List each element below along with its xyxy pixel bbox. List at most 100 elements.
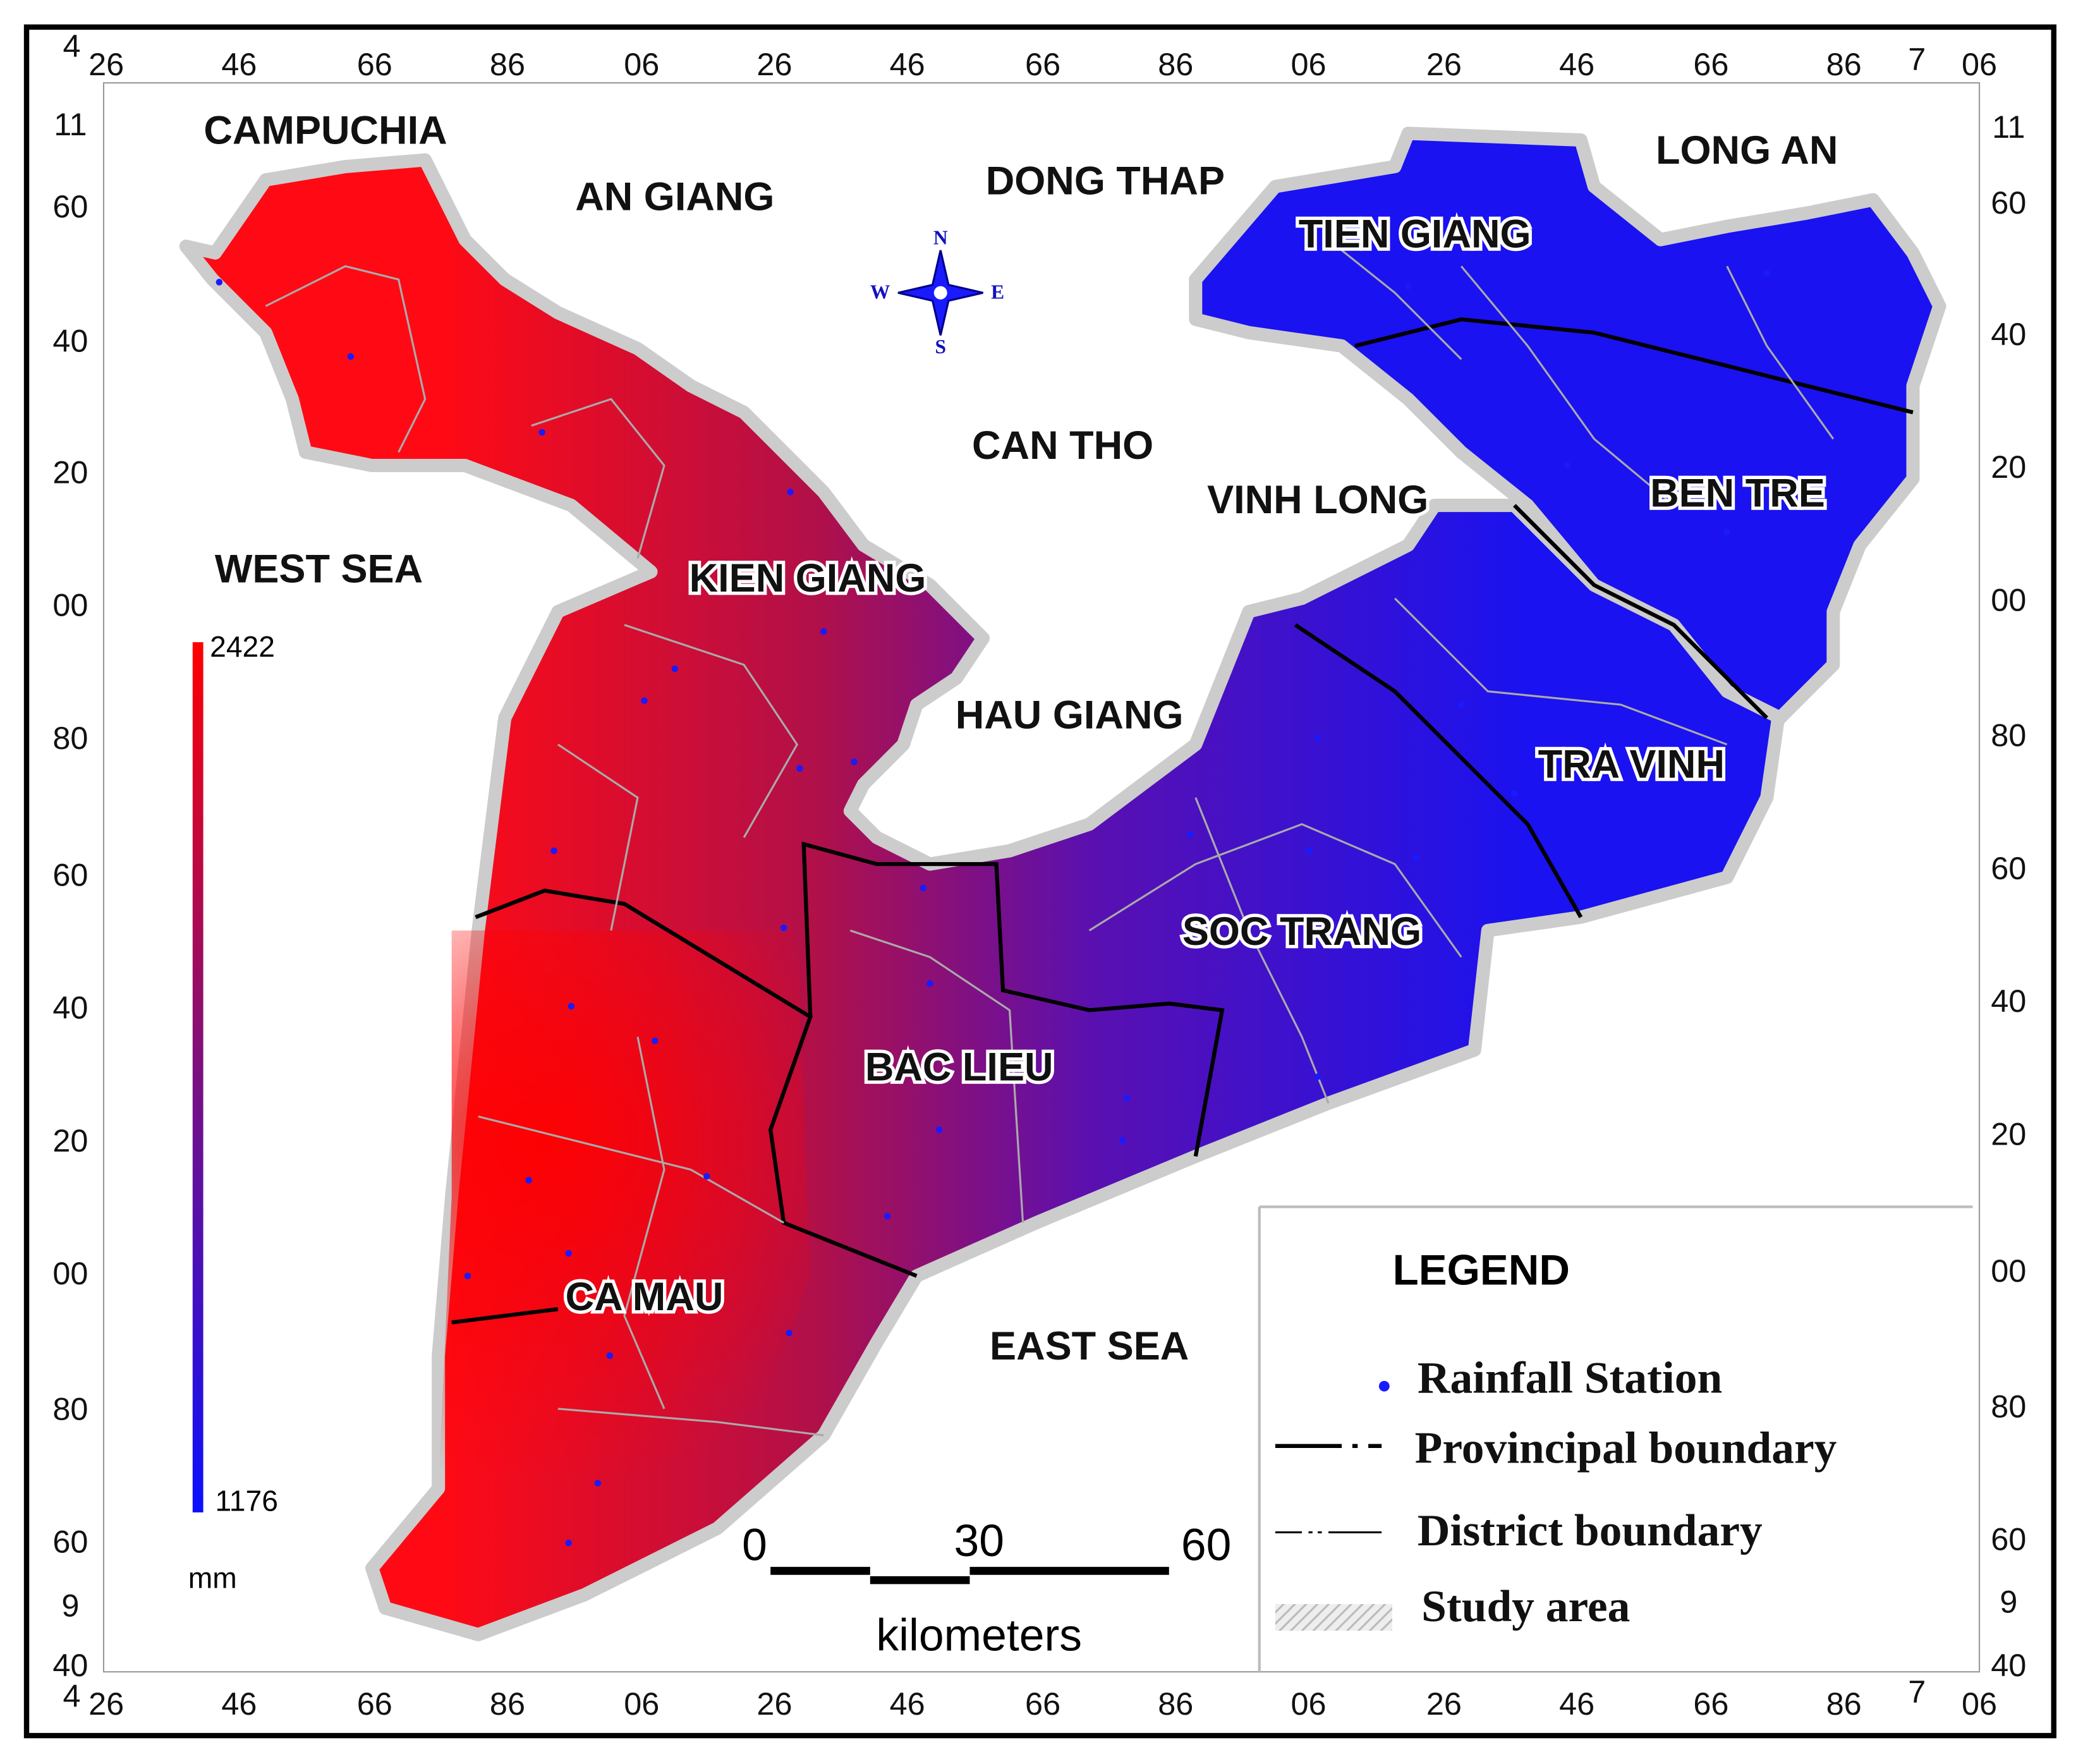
x-coord-label: 06: [1290, 1686, 1326, 1722]
rainfall-station: [594, 1480, 602, 1487]
rainfall-station: [1305, 847, 1312, 855]
rainfall-station: [796, 765, 803, 772]
rainfall-station: [464, 1272, 471, 1280]
x-coord-label: 66: [1025, 1686, 1060, 1722]
rainfall-station: [1314, 1073, 1321, 1080]
y-coord-label: 60: [1991, 185, 2026, 221]
x-coord-label: 46: [221, 1686, 257, 1722]
rainfall-station: [1763, 269, 1770, 276]
legend-item: Study area: [1421, 1581, 1630, 1631]
ca-mau-hotspot: [438, 930, 811, 1595]
rainfall-station: [1564, 462, 1571, 469]
x-coord-label: 86: [1158, 46, 1193, 82]
region-label: DONG THAP: [986, 159, 1225, 204]
colorbar-max: 2422: [210, 630, 275, 663]
x-coord-label: 86: [490, 46, 525, 82]
y-coord-label: 60: [1991, 1521, 2026, 1557]
rainfall-station: [920, 884, 927, 892]
rainfall-station: [1123, 1094, 1130, 1102]
region-label: SOC TRANG: [1182, 909, 1421, 954]
inner-frame: [102, 82, 1981, 1673]
x-coord-label: 26: [88, 46, 124, 82]
scale-tick: 60: [1181, 1520, 1231, 1571]
rainfall-station: [851, 758, 858, 765]
y-coord-label: 9: [2000, 1583, 2017, 1619]
y-coord-label: 00: [1991, 1253, 2026, 1289]
x-coord-label: 66: [1693, 46, 1728, 82]
region-label: AN GIANG: [575, 175, 774, 219]
rainfall-station: [1314, 734, 1321, 741]
colorbar-min: 1176: [216, 1484, 278, 1517]
rainfall-station: [1723, 528, 1730, 535]
region-label: VINH LONG: [1207, 478, 1428, 522]
x-coord-label: 46: [1559, 1686, 1594, 1722]
rainfall-station: [525, 1177, 532, 1184]
y-coord-label: 40: [52, 990, 88, 1026]
rainfall-station: [935, 1126, 943, 1133]
x-coord-label: 66: [357, 1686, 392, 1722]
rainfall-station: [641, 697, 648, 704]
region-label: CAN THO: [972, 423, 1153, 468]
y-coord-label: 80: [52, 1390, 88, 1426]
region-label: BEN TRE: [1650, 471, 1825, 516]
scale-tick: 30: [954, 1516, 1004, 1566]
rainfall-station: [1404, 283, 1412, 289]
y-coord-label: 60: [52, 188, 88, 224]
x-coord-label: 26: [1426, 46, 1462, 82]
y-coord-label: 60: [1991, 850, 2026, 886]
rainfall-station: [884, 1212, 891, 1220]
region-label: KIEN GIANG: [689, 556, 926, 600]
district-boundaries: [265, 238, 1835, 1437]
rainfall-station: [1119, 1137, 1126, 1144]
region-labels: CAMPUCHIA AN GIANG DONG THAP LONG AN TIEN GI…: [200, 105, 1842, 1372]
x-coord-label: 46: [221, 46, 257, 82]
rainfall-station: [1412, 854, 1420, 861]
rainfall-station: [1498, 216, 1505, 223]
rainfall-station: [1457, 701, 1465, 709]
rainfall-station: [1187, 831, 1194, 839]
scale-unit: kilometers: [876, 1610, 1082, 1660]
x-coord-label: 86: [490, 1686, 525, 1722]
x-degree-label: 4: [63, 1678, 80, 1714]
x-coord-label: 86: [1826, 46, 1862, 82]
region-label: LONG AN: [1656, 128, 1838, 173]
y-coord-label: 20: [1991, 449, 2026, 485]
rainfall-station: [703, 1172, 710, 1180]
legend-item: Rainfall Station: [1418, 1353, 1722, 1402]
rainfall-station: [926, 980, 933, 987]
compass: N E S W: [870, 226, 1004, 357]
rainfall-station: [606, 1352, 614, 1359]
region-label: WEST SEA: [215, 547, 423, 591]
colorbar: 2422 1176 mm: [188, 630, 278, 1595]
colorbar-unit: mm: [188, 1561, 237, 1594]
region-label: TIEN GIANG: [1299, 212, 1531, 257]
provincial-boundaries: [451, 317, 1914, 1325]
y-coord-label: 20: [52, 454, 88, 490]
compass-e: E: [991, 281, 1004, 303]
legend-title: LEGEND: [1393, 1246, 1570, 1294]
x-coord-label: 06: [1290, 46, 1326, 82]
y-coord-label: 40: [52, 1647, 88, 1683]
x-coord-label: 46: [890, 1686, 925, 1722]
x-coord-label: 06: [1962, 1686, 1997, 1722]
rainfall-station: [347, 353, 355, 360]
compass-s: S: [935, 336, 946, 358]
region-label: BAC LIEU: [865, 1045, 1054, 1090]
rainfall-station: [787, 489, 794, 496]
x-coord-label: 26: [756, 1686, 792, 1722]
rainfall-station: [780, 924, 787, 932]
outer-border: [23, 24, 2056, 1739]
legend-item: District boundary: [1418, 1505, 1763, 1555]
region-label: CAMPUCHIA: [203, 109, 447, 153]
x-coord-label: 86: [1158, 1686, 1193, 1722]
region-label: CA MAU: [566, 1275, 724, 1319]
y-coord-label: 00: [52, 1255, 88, 1291]
rainfall-station: [550, 847, 557, 855]
compass-w: W: [870, 281, 890, 303]
y-coord-label: 80: [1991, 1388, 2026, 1424]
y-coord-label: 40: [1991, 316, 2026, 352]
region-label: HAU GIANG: [956, 693, 1184, 738]
x-coord-label: 26: [756, 46, 792, 82]
y-coord-label: 20: [52, 1122, 88, 1159]
